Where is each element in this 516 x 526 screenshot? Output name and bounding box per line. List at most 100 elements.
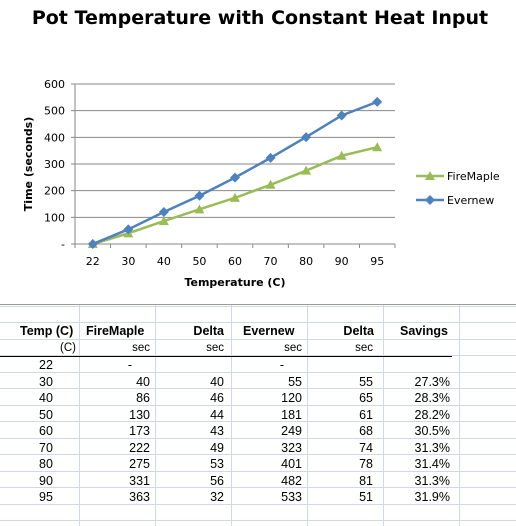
spreadsheet: Temp (C) FireMaple Delta Evernew Delta S…	[0, 304, 516, 526]
cell-evernew: 482	[281, 473, 302, 488]
cell-firemaple: 130	[129, 407, 150, 422]
cell-firemaple: 331	[129, 473, 150, 488]
cell-delta-evernew: 55	[359, 374, 373, 389]
x-tick-label: 60	[228, 255, 242, 268]
cell-delta-firemaple: 32	[210, 490, 224, 504]
cell-delta-firemaple: 44	[210, 407, 224, 422]
cell-delta-firemaple: 46	[210, 391, 224, 405]
y-tick-label: 200	[44, 185, 65, 198]
cell-evernew: -	[279, 358, 285, 372]
cell-delta-firemaple: 43	[210, 424, 224, 438]
data-point-evernew	[230, 172, 240, 183]
data-point-evernew	[301, 132, 312, 143]
x-tick-label: 30	[121, 255, 135, 268]
unit-delta-evernew: sec	[355, 342, 373, 354]
cell-savings: 30.5%	[414, 424, 450, 438]
line-chart: - 100 200 300 400 500 600 22 30 40 50 60 70 80 90 95 Tem…	[22, 78, 500, 289]
y-tick-label: 600	[44, 78, 65, 91]
unit-delta-firemaple: sec	[206, 342, 224, 354]
data-point-firemaple	[301, 165, 312, 175]
cell-evernew: 401	[281, 457, 302, 471]
x-axis-title: Temperature (C)	[184, 276, 285, 289]
cell-savings	[400, 357, 450, 373]
cell-firemaple: -	[127, 358, 133, 372]
table-row: 50 130 44 181 61 28.2%	[0, 407, 516, 423]
chart-area: Pot Temperature with Constant Heat Input…	[22, 7, 500, 289]
header-temp: Temp (C)	[20, 324, 74, 338]
cell-savings: 31.9%	[414, 490, 450, 504]
chart-title: Pot Temperature with Constant Heat Input	[31, 7, 489, 29]
data-point-firemaple	[372, 142, 383, 152]
y-tick-label: 400	[44, 131, 65, 144]
table-row: 30 40 40 55 55 27.3%	[0, 374, 516, 390]
cell-temp: 95	[39, 490, 53, 504]
y-tick-label: 100	[44, 211, 65, 224]
cell-delta-firemaple: 40	[210, 374, 224, 389]
cell-temp: 60	[39, 424, 53, 438]
unit-temp: (C)	[60, 342, 76, 354]
data-point-firemaple	[158, 216, 169, 226]
data-point-evernew	[265, 152, 276, 163]
x-tick-label: 90	[335, 255, 349, 268]
table-row: 60 173 43 249 68 30.5%	[0, 423, 516, 439]
cell-delta-evernew: 65	[359, 391, 373, 405]
cell-delta-evernew: 81	[359, 473, 373, 488]
cell-savings: 28.2%	[414, 407, 450, 422]
data-point-evernew	[194, 190, 205, 201]
cell-evernew: 249	[281, 424, 302, 438]
units-row: (C) sec sec sec sec	[0, 340, 516, 356]
cell-temp: 90	[39, 473, 53, 488]
header-delta-firemaple: Delta	[193, 324, 224, 338]
header-savings: Savings	[400, 324, 448, 338]
spreadsheet-gridlines	[0, 304, 516, 526]
header-delta-evernew: Delta	[343, 324, 374, 338]
cell-temp: 30	[39, 374, 53, 389]
cell-temp: 80	[39, 457, 53, 471]
cell-evernew: 120	[281, 391, 302, 405]
table-row: 40 86 46 120 65 28.3%	[0, 390, 516, 406]
table-row: 70 222 49 323 74 31.3%	[0, 440, 516, 456]
cell-temp: 22	[39, 358, 53, 372]
y-axis-title: Time (seconds)	[22, 117, 35, 211]
cell-delta-firemaple: 49	[210, 440, 224, 455]
cell-firemaple: 275	[129, 457, 150, 471]
legend-marker-firemaple	[425, 171, 435, 180]
cell-savings: 31.3%	[414, 473, 450, 488]
data-point-firemaple	[194, 204, 205, 214]
x-tick-label: 40	[157, 255, 171, 268]
cell-firemaple: 363	[129, 490, 150, 504]
cell-delta-firemaple: 53	[210, 457, 224, 471]
data-point-evernew	[372, 96, 383, 107]
cell-evernew: 55	[288, 374, 302, 389]
data-point-evernew	[123, 224, 134, 235]
data-point-firemaple	[230, 192, 240, 202]
legend-marker-evernew	[425, 195, 435, 205]
cell-temp: 50	[39, 407, 53, 422]
data-point-evernew	[158, 207, 169, 217]
table-row: 80 275 53 401 78 31.4%	[0, 456, 516, 472]
cell-evernew: 181	[281, 407, 302, 422]
cell-firemaple: 86	[136, 391, 150, 405]
cell-temp: 40	[39, 391, 53, 405]
x-tick-label: 22	[86, 255, 100, 268]
cell-savings: 31.3%	[414, 440, 450, 455]
cell-delta-evernew	[326, 357, 373, 373]
header-evernew: Evernew	[243, 324, 295, 338]
data-point-firemaple	[336, 150, 347, 160]
table-row: 90 331 56 482 81 31.3%	[0, 473, 516, 489]
y-tick-label: 300	[44, 158, 65, 171]
cell-delta-evernew: 61	[359, 407, 373, 422]
cell-firemaple: 173	[129, 424, 150, 438]
cell-firemaple: 40	[136, 374, 150, 389]
cell-delta-firemaple: 56	[210, 473, 224, 488]
cell-temp: 70	[39, 440, 53, 455]
cell-evernew: 533	[281, 490, 302, 504]
y-tick-label: 500	[44, 105, 65, 118]
cell-savings: 31.4%	[414, 457, 450, 471]
unit-firemaple: sec	[132, 342, 150, 354]
cell-evernew: 323	[281, 440, 302, 455]
cell-delta-evernew: 51	[359, 490, 373, 504]
unit-evernew: sec	[284, 342, 302, 354]
header-firemaple: FireMaple	[86, 324, 145, 338]
table-row: 22 - -	[0, 357, 516, 373]
